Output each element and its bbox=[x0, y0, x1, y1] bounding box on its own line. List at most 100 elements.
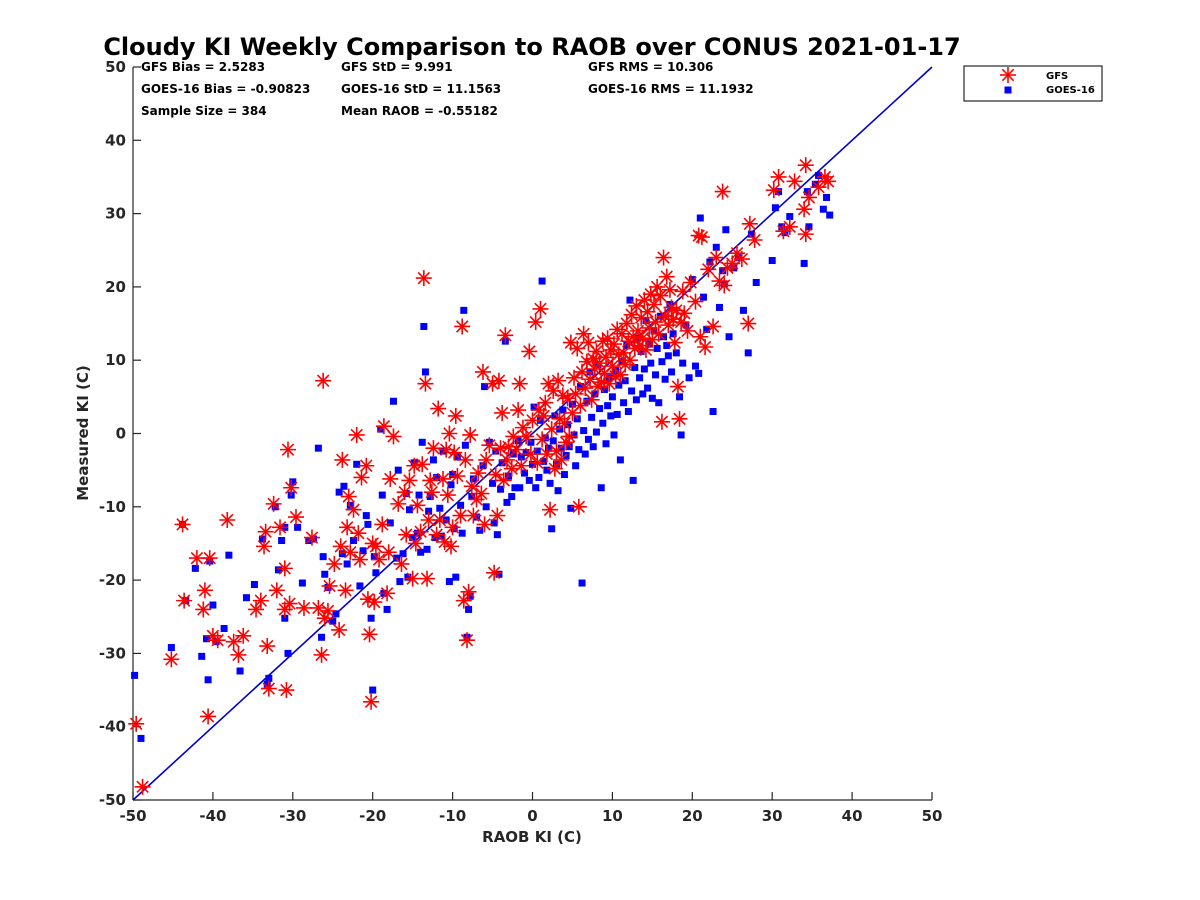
gfs-point bbox=[797, 157, 814, 174]
goes16-point bbox=[592, 428, 600, 436]
goes16-point bbox=[436, 504, 444, 512]
goes16-point bbox=[735, 254, 743, 262]
gfs-point bbox=[537, 394, 554, 411]
goes16-point bbox=[263, 680, 271, 688]
goes16-point bbox=[495, 570, 503, 578]
goes16-point bbox=[647, 359, 655, 367]
gfs-point bbox=[337, 582, 354, 599]
y-tick-label: -20 bbox=[99, 571, 126, 589]
gfs-point bbox=[230, 646, 247, 663]
goes16-point bbox=[452, 573, 460, 581]
gfs-point bbox=[765, 182, 782, 199]
gfs-point bbox=[682, 274, 699, 291]
goes16-point bbox=[490, 519, 498, 527]
goes16-point bbox=[265, 674, 273, 682]
goes16-point bbox=[318, 633, 326, 641]
gfs-point bbox=[569, 340, 586, 357]
gfs-point bbox=[671, 410, 688, 427]
gfs-point bbox=[492, 440, 509, 457]
gfs-point bbox=[556, 415, 573, 432]
gfs-point bbox=[733, 251, 750, 268]
stat-sample-size: Sample Size = 384 bbox=[141, 104, 267, 118]
goes16-point bbox=[771, 204, 779, 212]
goes16-point bbox=[564, 421, 572, 429]
gfs-point bbox=[797, 226, 814, 243]
goes16-point bbox=[529, 460, 536, 468]
gfs-point bbox=[666, 334, 683, 351]
goes16-point bbox=[544, 444, 552, 452]
goes16-point bbox=[364, 520, 372, 528]
goes16-point bbox=[236, 667, 244, 675]
gfs-point bbox=[489, 507, 506, 524]
goes16-point bbox=[294, 523, 302, 531]
gfs-point bbox=[334, 451, 351, 468]
goes16-point bbox=[642, 317, 650, 325]
gfs-point bbox=[339, 519, 356, 536]
gfs-point bbox=[310, 599, 327, 616]
stat-mean-raob: Mean RAOB = -0.55182 bbox=[341, 104, 498, 118]
gfs-point bbox=[781, 218, 798, 235]
gfs-point bbox=[465, 507, 482, 524]
stat-gfs-rms: GFS RMS = 10.306 bbox=[588, 60, 713, 74]
stat-goes-std: GOES-16 StD = 11.1563 bbox=[341, 82, 501, 96]
gfs-point bbox=[583, 391, 600, 408]
gfs-point bbox=[174, 516, 191, 533]
goes16-point bbox=[626, 296, 634, 304]
legend-gfs-asterisk bbox=[1000, 67, 1016, 83]
gfs-point bbox=[303, 529, 320, 546]
gfs-point bbox=[409, 497, 426, 514]
gfs-point bbox=[371, 551, 388, 568]
gfs-point bbox=[481, 437, 498, 454]
goes16-point bbox=[517, 453, 525, 461]
goes16-point bbox=[367, 614, 375, 622]
gfs-point bbox=[543, 421, 560, 438]
gfs-point bbox=[577, 380, 594, 397]
gfs-point bbox=[441, 425, 458, 442]
goes16-point bbox=[578, 579, 586, 587]
goes16-point bbox=[712, 243, 720, 251]
goes16-point bbox=[650, 327, 658, 335]
y-tick-label: -40 bbox=[99, 718, 126, 736]
gfs-point bbox=[295, 599, 312, 616]
goes16-point bbox=[413, 529, 421, 537]
goes16-point bbox=[343, 560, 351, 568]
goes16-point bbox=[719, 267, 727, 275]
goes16-point bbox=[359, 547, 367, 555]
goes16-point bbox=[623, 342, 631, 350]
gfs-point bbox=[503, 460, 520, 477]
gfs-point bbox=[561, 428, 578, 445]
gfs-point bbox=[455, 592, 472, 609]
goes16-point bbox=[554, 487, 562, 495]
gfs-point bbox=[559, 390, 576, 407]
goes16-point bbox=[608, 393, 616, 401]
gfs-point bbox=[484, 375, 501, 392]
gfs-point bbox=[679, 322, 696, 339]
goes16-point bbox=[575, 446, 583, 454]
gfs-point bbox=[637, 341, 654, 358]
legend-gfs-marker bbox=[1000, 67, 1016, 83]
gfs-point bbox=[800, 189, 817, 206]
gfs-point bbox=[538, 446, 555, 463]
gfs-point bbox=[626, 340, 643, 357]
gfs-point bbox=[618, 315, 635, 332]
gfs-point bbox=[401, 472, 418, 489]
goes16-point bbox=[423, 545, 431, 553]
goes16-point bbox=[786, 213, 794, 221]
gfs-point bbox=[473, 485, 490, 502]
x-tick-label: -30 bbox=[279, 807, 306, 825]
gfs-point bbox=[532, 300, 549, 317]
gfs-point bbox=[687, 293, 704, 310]
goes16-point bbox=[538, 277, 546, 285]
goes16-point bbox=[482, 503, 490, 511]
goes16-point bbox=[399, 550, 407, 558]
goes16-point bbox=[281, 614, 289, 622]
gfs-point bbox=[443, 538, 460, 555]
goes16-point bbox=[420, 322, 428, 330]
gfs-point bbox=[446, 444, 463, 461]
goes16-point bbox=[329, 617, 337, 625]
x-axis-label: RAOB KI (C) bbox=[482, 828, 582, 846]
goes16-point bbox=[378, 491, 386, 499]
goes16-point bbox=[706, 258, 714, 266]
gfs-point bbox=[554, 387, 571, 404]
